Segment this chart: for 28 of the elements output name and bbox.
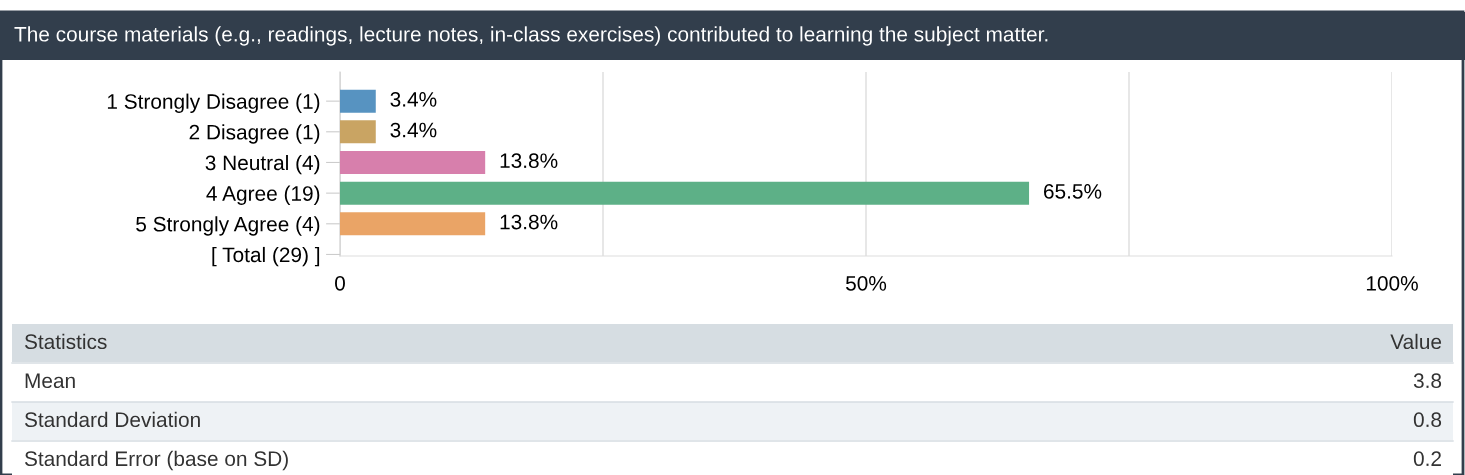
- y-tick-label: [ Total (29) ]: [212, 246, 320, 267]
- text: Standard Deviation: [24, 411, 200, 428]
- data-label: 13.8%: [500, 153, 558, 169]
- data-label: 3.4%: [390, 122, 437, 138]
- bar: [340, 212, 486, 236]
- x-tick-label: 50%: [845, 275, 887, 291]
- y-tick-label: 3 Neutral (4): [205, 154, 320, 175]
- data-label: 65.5%: [1044, 183, 1102, 199]
- x-tick-label: 0: [335, 275, 345, 291]
- text: 0.2: [1413, 451, 1441, 467]
- y-tick-label: 2 Disagree (1): [189, 124, 320, 144]
- text: Statistics: [24, 333, 107, 350]
- text: 0.8: [1413, 412, 1442, 428]
- text: Value: [1390, 333, 1442, 350]
- data-label: 3.4%: [390, 91, 437, 107]
- chart-title: The course materials (e.g., readings, lecture notes, in-class exercises) contributed to learning the subject matter.: [14, 26, 1048, 46]
- bar: [340, 181, 1030, 205]
- bar: [340, 120, 376, 144]
- data-label: 13.8%: [500, 214, 558, 230]
- text: Standard Error (base on SD): [24, 450, 288, 471]
- text: 3.8: [1413, 373, 1442, 389]
- y-tick-label: 4 Agree (19): [206, 185, 320, 206]
- bar: [340, 89, 376, 113]
- y-tick-label: 1 Strongly Disagree (1): [107, 93, 320, 114]
- bar: [340, 150, 486, 174]
- x-tick-label: 100%: [1366, 275, 1418, 291]
- y-tick-label: 5 Strongly Agree (4): [136, 216, 320, 236]
- text: Mean: [25, 373, 75, 389]
